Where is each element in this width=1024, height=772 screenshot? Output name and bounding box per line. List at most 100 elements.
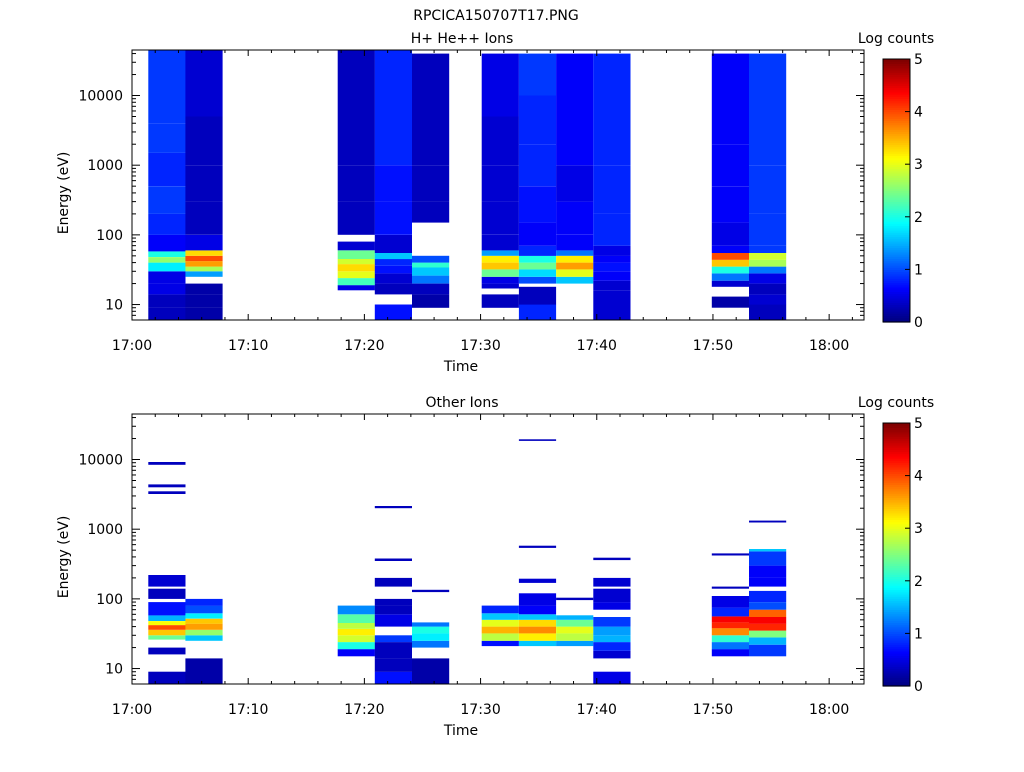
- colorbar-swatch: [883, 238, 910, 242]
- heatmap-cell: [374, 273, 412, 284]
- heatmap-cell: [185, 618, 223, 624]
- heatmap-cell: [711, 553, 749, 556]
- heatmap-cell: [185, 283, 223, 295]
- colorbar: 0 1 2 3 4 5 Log counts: [858, 31, 934, 331]
- heatmap-cell: [711, 144, 749, 187]
- colorbar-swatch: [883, 236, 910, 240]
- colorbar-swatch: [883, 232, 910, 235]
- heatmap-cell: [148, 50, 186, 96]
- heatmap-cell: [337, 241, 375, 251]
- colorbar-swatch: [883, 488, 910, 492]
- heatmap-cell: [337, 165, 375, 202]
- colorbar-swatch: [883, 427, 910, 431]
- heatmap-cell: [518, 245, 557, 256]
- heatmap-cell: [593, 290, 631, 305]
- x-tick-label: 18:00: [809, 338, 849, 354]
- heatmap-cell: [749, 549, 787, 552]
- colorbar-swatch: [883, 561, 910, 564]
- heatmap-cell: [481, 640, 519, 647]
- colorbar-swatch: [883, 122, 910, 126]
- colorbar-swatch: [883, 622, 910, 626]
- heatmap-cell: [148, 615, 186, 621]
- heatmap-cell: [518, 95, 557, 145]
- colorbar-swatch: [883, 425, 910, 428]
- colorbar-swatch: [883, 501, 910, 505]
- colorbar-swatch: [883, 460, 910, 464]
- colorbar-swatch: [883, 458, 910, 461]
- heatmap-cell: [749, 273, 787, 284]
- colorbar-swatch: [883, 315, 910, 319]
- x-tick-label: 17:50: [693, 702, 733, 718]
- x-axis-label: Time: [443, 359, 478, 375]
- colorbar-swatch: [883, 517, 910, 521]
- heatmap-cell: [185, 201, 223, 235]
- heatmap-cell: [185, 635, 223, 641]
- heatmap-cell: [185, 307, 223, 320]
- colorbar-swatch: [883, 265, 910, 268]
- colorbar-swatch: [883, 519, 910, 523]
- heatmap-cell: [556, 269, 594, 277]
- heatmap-cell: [374, 671, 412, 684]
- y-tick-label: 10: [105, 662, 123, 678]
- heatmap-cell: [749, 304, 787, 320]
- colorbar-swatch: [883, 471, 910, 475]
- plot-frame: [131, 413, 865, 685]
- colorbar-swatch: [883, 280, 910, 284]
- heatmap-cell: [556, 615, 594, 620]
- heatmap-cell: [412, 267, 450, 276]
- heatmap-cell: [148, 462, 186, 465]
- colorbar-swatch: [883, 677, 910, 681]
- heatmap-cell: [337, 629, 375, 636]
- colorbar-swatch: [883, 155, 910, 159]
- heatmap-cell: [711, 280, 749, 287]
- colorbar-swatch: [883, 142, 910, 146]
- heatmap-cell: [148, 671, 186, 684]
- colorbar-label: Log counts: [858, 395, 934, 411]
- colorbar-swatch: [883, 567, 910, 571]
- heatmap-cell: [593, 262, 631, 272]
- colorbar-swatch: [883, 479, 910, 483]
- heatmap-cell: [185, 294, 223, 308]
- colorbar-swatch: [883, 545, 910, 549]
- heatmap-cell: [556, 633, 594, 641]
- colorbar-tick-label: 1: [914, 262, 923, 278]
- x-tick-label: 17:40: [577, 338, 617, 354]
- colorbar-swatch: [883, 186, 910, 189]
- heatmap-cell: [518, 545, 557, 548]
- heatmap-cell: [481, 276, 519, 284]
- heatmap-cell: [556, 116, 594, 166]
- colorbar-swatch: [883, 598, 910, 602]
- heatmap-cell: [711, 596, 749, 608]
- colorbar-swatch: [883, 508, 910, 512]
- colorbar-swatch: [883, 205, 910, 209]
- colorbar-swatch: [883, 668, 910, 672]
- heatmap-cell: [185, 605, 223, 614]
- colorbar-swatch: [883, 607, 910, 610]
- heatmap-cell: [148, 647, 186, 655]
- colorbar-swatch: [883, 83, 910, 86]
- x-tick-label: 17:40: [577, 702, 617, 718]
- colorbar-swatch: [883, 102, 910, 106]
- heatmap-cell: [412, 294, 450, 308]
- heatmap-cell: [481, 283, 519, 289]
- heatmap-cell: [518, 640, 557, 647]
- heatmap-cell: [749, 53, 787, 117]
- heatmap-cell: [148, 625, 186, 630]
- colorbar-swatch: [883, 254, 910, 257]
- colorbar-swatch: [883, 659, 910, 663]
- colorbar-swatch: [883, 672, 910, 676]
- heatmap-cell: [593, 557, 631, 561]
- heatmap-cell: [749, 283, 787, 295]
- heatmap-cell: [518, 222, 557, 246]
- colorbar-swatch: [883, 657, 910, 661]
- heatmap-cell: [337, 278, 375, 286]
- heatmap-cell: [337, 285, 375, 291]
- colorbar-swatch: [883, 140, 910, 143]
- colorbar-swatch: [883, 626, 910, 630]
- y-tick-label: 100: [96, 228, 123, 244]
- heatmap-cell: [593, 116, 631, 166]
- colorbar-swatch: [883, 631, 910, 634]
- heatmap-cell: [337, 50, 375, 117]
- colorbar-swatch: [883, 442, 910, 446]
- heatmap-cell: [412, 116, 450, 166]
